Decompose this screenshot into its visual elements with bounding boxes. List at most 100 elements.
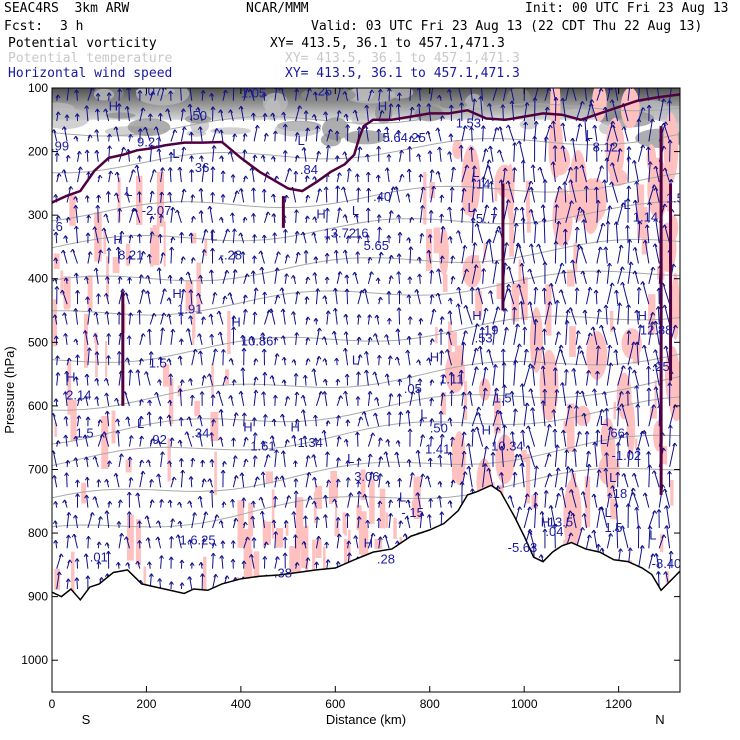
wind-vector (482, 204, 488, 223)
wind-vector (543, 218, 546, 244)
wind-vector (364, 288, 369, 305)
wind-vector-head (335, 155, 340, 159)
wind-vector-head (426, 103, 432, 107)
wind-vector (637, 88, 640, 101)
wind-vector-head (398, 411, 404, 416)
pv-fill-patch (637, 184, 645, 239)
wind-vector-head (470, 488, 475, 492)
wind-vector-head (668, 550, 674, 555)
wind-vector (126, 106, 130, 122)
pv-fill-patch (566, 403, 575, 452)
wind-vector-head (307, 88, 312, 92)
wind-vector (384, 534, 390, 549)
wind-vector-head (640, 107, 646, 111)
wind-vector-head (213, 348, 218, 353)
wind-vector-head (177, 439, 183, 444)
wind-vector-head (274, 353, 280, 357)
wind-vector-head (488, 290, 493, 294)
hl-label: 1.91 (177, 302, 202, 317)
wind-vector-head (459, 102, 464, 106)
wind-vector-head (337, 207, 343, 212)
wind-vector (274, 496, 276, 508)
wind-vector (366, 105, 369, 122)
wind-vector-head (189, 562, 195, 566)
wind-vector-head (137, 155, 142, 159)
wind-vector-head (596, 269, 602, 274)
wind-vector (295, 105, 301, 122)
wind-vector-head (440, 226, 446, 230)
wind-vector (180, 88, 182, 101)
pv-fill-patch (385, 512, 389, 529)
wind-vector-head (281, 379, 287, 384)
hl-label: .28 (377, 552, 395, 567)
wind-vector (66, 88, 70, 101)
wind-vector-head (484, 445, 489, 450)
wind-vector (482, 240, 489, 264)
wind-vector-head (323, 186, 329, 191)
wind-vector-head (628, 261, 634, 266)
wind-vector-head (586, 370, 591, 374)
hl-label: H (243, 419, 252, 434)
terrain-fill (52, 485, 680, 692)
wind-vector-head (474, 223, 480, 227)
wind-vector-head (65, 578, 71, 583)
wind-vector (554, 523, 556, 549)
wind-vector-head (248, 554, 254, 558)
wind-vector-head (663, 571, 668, 575)
wind-vector (482, 125, 484, 142)
wind-vector-head (86, 171, 92, 176)
wind-vector-head (302, 435, 308, 440)
wind-vector-head (376, 354, 382, 359)
wind-vector (407, 350, 411, 366)
wind-vector (488, 238, 494, 264)
wind-vector-head (271, 418, 277, 423)
hl-label: H (109, 98, 118, 113)
wind-vector-head (551, 409, 557, 413)
wind-vector-head (84, 105, 90, 109)
wind-vector (261, 267, 265, 284)
wind-vector (501, 446, 504, 467)
wind-vector-head (63, 416, 69, 420)
wind-vector (106, 392, 110, 406)
wind-vector-head (378, 473, 383, 477)
wind-vector-head (602, 106, 608, 111)
wind-vector-head (503, 308, 508, 312)
hl-label: 12.88 (640, 323, 673, 338)
wind-vector-head (416, 153, 422, 158)
wind-vector-head (661, 122, 667, 127)
hl-label: H (316, 206, 325, 221)
wind-vector-head (82, 434, 88, 439)
wind-vector-head (588, 102, 594, 107)
wind-vector-head (637, 220, 643, 225)
wind-vector (583, 413, 587, 427)
wind-vector-head (157, 233, 163, 238)
wind-vector-head (317, 327, 322, 332)
wind-vector-head (180, 469, 186, 474)
wind-vector (212, 394, 214, 406)
wind-vector-head (83, 276, 89, 281)
wind-vector-head (615, 471, 621, 476)
pv-fill-patch (462, 182, 472, 215)
wind-vector (606, 263, 611, 284)
wind-vector (218, 310, 224, 325)
wind-vector-head (662, 224, 668, 229)
wind-vector-head (435, 292, 441, 297)
hl-label: -5.63 (508, 540, 538, 555)
wind-vector-head (252, 154, 258, 159)
wind-vector (648, 118, 653, 142)
wind-vector-head (540, 365, 546, 370)
wind-vector (482, 446, 488, 468)
wind-vector-head (397, 393, 402, 397)
wind-vector-head (160, 167, 166, 171)
wind-vector-head (157, 379, 162, 383)
wind-vector (148, 328, 151, 345)
wind-vector (606, 344, 611, 366)
wind-vector-head (196, 432, 202, 436)
wind-vector (658, 98, 665, 122)
pv-fill-patch (665, 570, 670, 584)
wind-vector-head (167, 167, 173, 171)
wind-vector-head (181, 126, 187, 131)
wind-vector-head (456, 85, 460, 88)
wind-vector (584, 88, 588, 101)
y-tick-label: 700 (28, 462, 48, 476)
